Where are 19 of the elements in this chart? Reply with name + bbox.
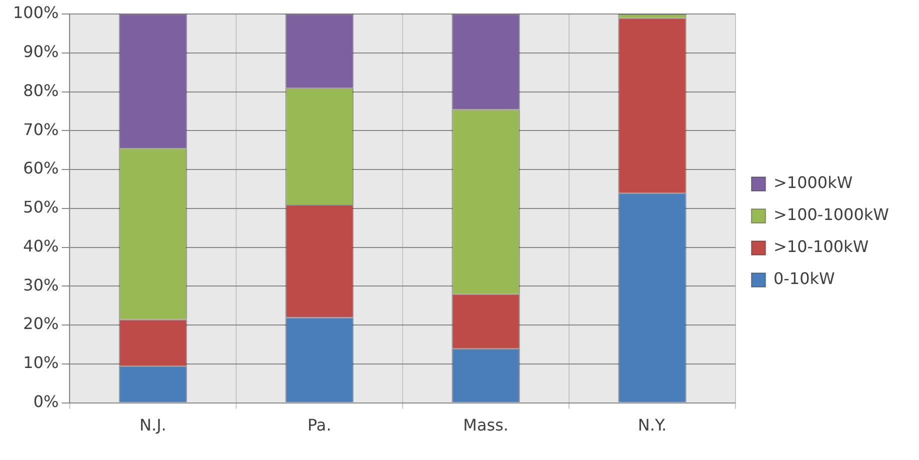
- y-tick-label: 60%: [23, 158, 59, 178]
- y-tick-label: 70%: [23, 120, 59, 139]
- legend-label: >100-1000kW: [773, 205, 890, 224]
- y-tick-label: 90%: [23, 42, 59, 62]
- y-tick-label: 50%: [23, 198, 59, 217]
- legend-label: 0-10kW: [773, 269, 836, 288]
- y-tick-label: 10%: [23, 353, 59, 372]
- legend-label: >1000kW: [773, 173, 853, 192]
- x-tick-label: N.J.: [140, 416, 166, 435]
- x-tick-label: Mass.: [463, 416, 509, 435]
- x-tick-label: N.Y.: [638, 416, 667, 435]
- y-tick-label: 20%: [23, 314, 59, 334]
- y-tick-label: 40%: [23, 236, 59, 256]
- y-tick-label: 100%: [12, 3, 59, 22]
- y-tick-label: 30%: [23, 275, 59, 294]
- x-tick-label: Pa.: [307, 416, 332, 435]
- legend-label: >10-100kW: [773, 237, 869, 256]
- y-tick-label: 0%: [33, 392, 59, 411]
- y-tick-label: 80%: [23, 80, 59, 100]
